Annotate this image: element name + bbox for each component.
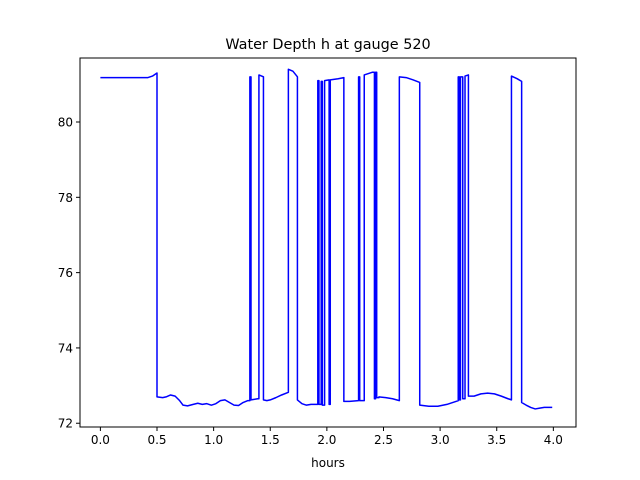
x-tick-label: 0.0 (91, 433, 110, 447)
x-tick-label: 1.5 (261, 433, 280, 447)
x-tick-label: 4.0 (544, 433, 563, 447)
y-axis: 72 74 76 78 80 (58, 116, 80, 431)
y-tick-label: 76 (58, 266, 73, 280)
x-tick-label: 3.0 (431, 433, 450, 447)
series-layer (100, 68, 553, 410)
x-tick-label: 2.0 (317, 433, 336, 447)
y-tick-label: 78 (58, 191, 73, 205)
x-tick-label: 0.5 (147, 433, 166, 447)
y-tick-label: 72 (58, 417, 73, 431)
y-tick-label: 80 (58, 116, 73, 130)
plot-frame (79, 57, 577, 428)
x-tick-label: 2.5 (374, 433, 393, 447)
chart-title: Water Depth h at gauge 520 (225, 37, 430, 53)
x-tick-label: 3.5 (487, 433, 506, 447)
series-line-0 (100, 68, 553, 410)
x-axis: 0.0 0.5 1.0 1.5 2.0 2.5 3.0 3.5 4.0 (91, 427, 563, 447)
y-tick-label: 74 (58, 341, 73, 355)
x-axis-label: hours (311, 456, 345, 470)
x-tick-label: 1.0 (204, 433, 223, 447)
